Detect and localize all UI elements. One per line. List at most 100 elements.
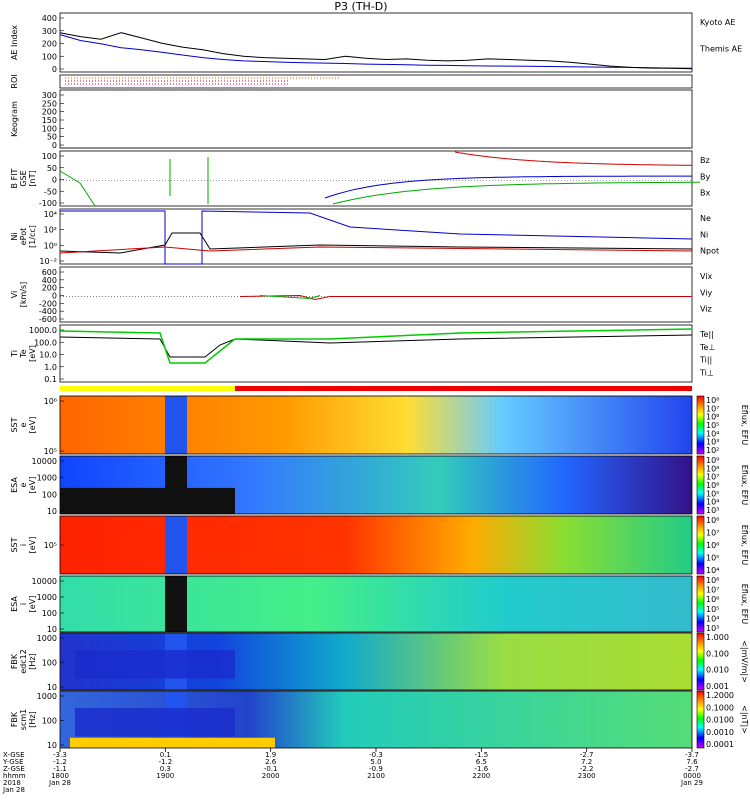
esa-i-ytick: 100: [42, 609, 57, 618]
bfit-frame: [59, 150, 693, 207]
sst-i-cbar-tick: 10⁸: [706, 516, 719, 525]
velocity-legend-item: Vix: [700, 272, 713, 281]
xaxis-tick-label: 7.2: [581, 758, 592, 766]
sst-i-cbar-label: Eflux, EFU: [740, 525, 749, 566]
sst-e-colorbar: [696, 395, 705, 455]
esa-i-cbar-tick: 10⁵: [706, 605, 719, 614]
fbk-e-ytick: 10: [47, 683, 57, 692]
temperature-legend-item: Ti||: [699, 356, 712, 365]
fbk-b-ytick: 100: [42, 717, 57, 726]
velocity-ytick: 400: [42, 276, 57, 285]
xaxis-tick-label: 2200: [472, 772, 490, 780]
fbk-e-band: [75, 650, 235, 679]
fbk-b-cbar-tick: 0.0100: [706, 716, 734, 725]
ae-ytick: 400: [42, 14, 57, 23]
roi-frame: [59, 74, 693, 89]
plot-title: P3 (TH-D): [334, 0, 387, 13]
sst-i-gap: [165, 516, 187, 574]
density-ne: [59, 246, 693, 254]
esa-e-cbar-tick: 10⁸: [706, 464, 719, 473]
xaxis-row-label: Y-GSE: [2, 758, 24, 766]
bfit-ylabel: [nT]: [28, 170, 37, 186]
sst-i-spectrogram: [60, 516, 692, 574]
temperature-ylabel: Te: [19, 349, 28, 359]
fbk-e-frame: [59, 632, 693, 691]
keogram-ytick: 250: [42, 99, 57, 108]
sst-e-gap: [165, 396, 187, 454]
sst-i-ylabel: i: [19, 544, 28, 546]
xaxis-tick-label: -0.3: [369, 751, 383, 759]
xaxis-tick-label: 1900: [156, 772, 174, 780]
mode-bar-slow: [60, 386, 235, 391]
fbk-b-cbar-tick: 0.0001: [706, 740, 734, 749]
temperature-ytick: 1000.0: [29, 326, 57, 335]
xaxis-tick-label: 5.0: [370, 758, 381, 766]
sst-e-cbar-tick: 10⁶: [706, 413, 719, 422]
bfit-ylabel: GSE: [19, 170, 28, 186]
esa-e-colorbar: [696, 455, 705, 515]
esa-i-gap: [165, 576, 187, 632]
keogram-ytick: 50: [47, 133, 57, 142]
sst-e-cbar-tick: 10⁵: [706, 421, 719, 430]
ae-series-kyoto-ae: [59, 34, 693, 69]
velocity-ytick: -200: [39, 299, 57, 308]
xaxis-tick-label: 0.3: [160, 765, 171, 773]
xaxis-date-label: Jan 28: [2, 786, 25, 794]
esa-i-cbar-tick: 10⁷: [706, 586, 719, 595]
xaxis-tick-label: 2100: [367, 772, 385, 780]
xaxis-row-label: X-GSE: [3, 751, 25, 759]
bfit-by: [332, 181, 700, 205]
xaxis-tick-label: 6.5: [476, 758, 487, 766]
ae-frame: [59, 12, 693, 73]
fbk-e-cbar-tick: 0.100: [706, 649, 729, 658]
bfit-bx: [324, 175, 692, 199]
fbk-e-ytick: 100: [42, 659, 57, 668]
xaxis-tick-label: -3.3: [53, 751, 67, 759]
sst-e-cbar-tick: 10²: [706, 446, 719, 455]
bfit-by-early: [59, 170, 96, 207]
density-ylabel: [1/cc]: [28, 225, 37, 248]
density-ytick: 10⁻²: [39, 257, 57, 266]
esa-e-cbar-tick: 10⁴: [706, 498, 719, 507]
xaxis-tick-label: -0.9: [369, 765, 383, 773]
esa-e-cbar-tick: 10⁹: [706, 456, 719, 465]
xaxis-tick-label: 2.6: [265, 758, 277, 766]
sst-e-cbar-label: Eflux, EFU: [740, 405, 749, 446]
fbk-b-cbar-label: <|nT|>: [740, 705, 749, 734]
velocity-legend-item: Viy: [700, 288, 713, 297]
fbk-e-ylabel: edc12: [19, 649, 28, 674]
ae-ytick: 0: [52, 65, 57, 74]
esa-i-ylabel: ESA: [10, 596, 19, 612]
temperature-legend-item: Te⊥: [699, 343, 715, 352]
sst-i-cbar-tick: 10⁵: [706, 554, 719, 563]
temperature-ti: [59, 328, 693, 364]
fbk-b-ytick: 1000: [37, 692, 57, 701]
xaxis-tick-label: -0.1: [264, 765, 278, 773]
density-ni: [59, 232, 693, 254]
sst-e-cbar-tick: 10⁷: [706, 404, 719, 413]
fbk-b-band: [75, 708, 235, 737]
keogram-ytick: 150: [42, 116, 57, 125]
keogram-ylabel: Keogram: [10, 101, 19, 137]
ae-ylabel: AE Index: [10, 25, 19, 60]
sst-e-frame: [59, 395, 693, 455]
xaxis-tick-label: 1.9: [265, 751, 276, 759]
velocity-ytick: 0: [52, 292, 57, 301]
esa-i-ytick: 10: [47, 625, 57, 634]
bfit-ytick: -50: [44, 187, 57, 196]
velocity-legend-item: Viz: [700, 305, 712, 314]
xaxis-tick-label: -1.1: [53, 765, 67, 773]
xaxis-tick-label: -1.6: [474, 765, 488, 773]
esa-e-ytick: 100: [42, 490, 57, 499]
xaxis-tick-label: -3.7: [685, 751, 699, 759]
fbk-b-ylabel: [Hz]: [28, 711, 37, 727]
temperature-legend-item: Ti⊥: [699, 368, 714, 377]
esa-i-frame: [59, 575, 693, 633]
sst-e-ylabel: e: [19, 422, 28, 427]
fbk-e-colorbar: [696, 632, 705, 691]
sst-e-ylabel: [eV]: [28, 417, 37, 434]
bfit-bz: [454, 151, 692, 166]
esa-e-cbar-tick: 10⁶: [706, 481, 719, 490]
xaxis-tick-label: -2.7: [685, 765, 699, 773]
